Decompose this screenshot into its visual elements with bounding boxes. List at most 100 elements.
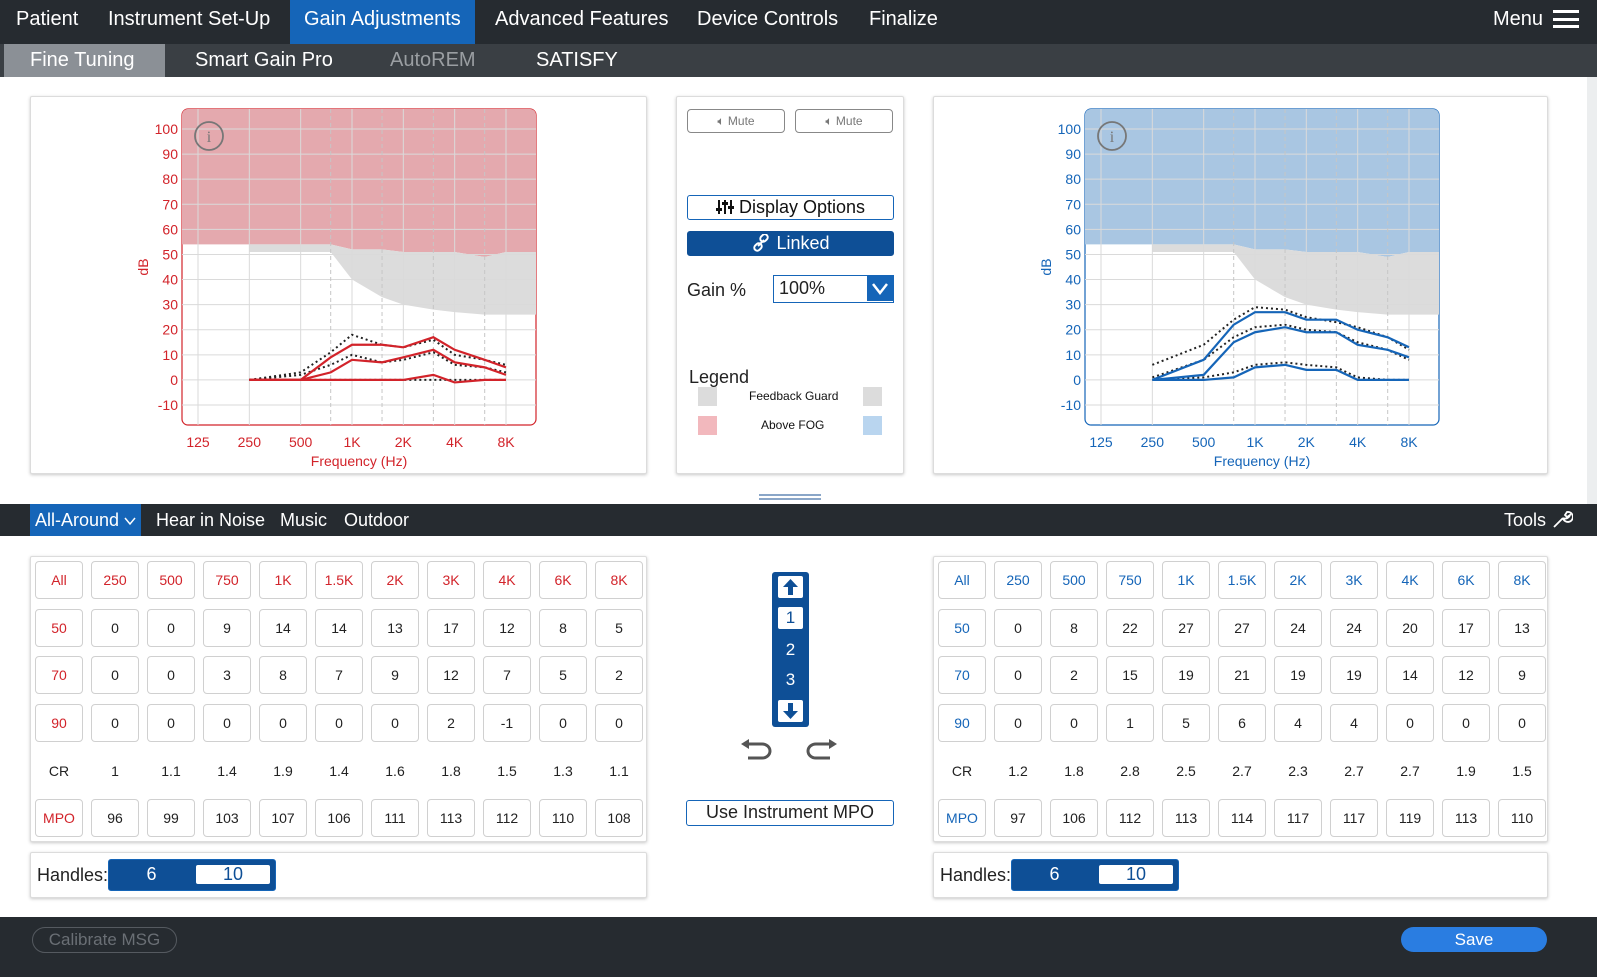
gain-cell[interactable]: 106 bbox=[1050, 799, 1098, 837]
mute-left-button[interactable]: 🔈︎ Mute bbox=[687, 109, 785, 133]
gain-cell[interactable]: 113 bbox=[427, 799, 475, 837]
gain-cell[interactable]: 0 bbox=[91, 609, 139, 647]
gain-cell[interactable]: -1 bbox=[483, 704, 531, 742]
gain-cell[interactable]: 17 bbox=[1442, 609, 1490, 647]
freq-header-1.5k[interactable]: 1.5K bbox=[1218, 561, 1266, 599]
gain-cell[interactable]: 19 bbox=[1274, 656, 1322, 694]
gain-cell[interactable]: 114 bbox=[1218, 799, 1266, 837]
gain-cell[interactable]: 4 bbox=[1274, 704, 1322, 742]
gain-cell[interactable]: 112 bbox=[483, 799, 531, 837]
handles-option-10[interactable]: 10 bbox=[1099, 865, 1173, 884]
program-hear-in-noise[interactable]: Hear in Noise bbox=[156, 510, 266, 530]
gain-cell[interactable]: 13 bbox=[1498, 609, 1546, 647]
gain-cell[interactable]: 12 bbox=[1442, 656, 1490, 694]
gain-cell[interactable]: 3 bbox=[203, 656, 251, 694]
tab-patient[interactable]: Patient bbox=[16, 8, 79, 30]
row-header-90[interactable]: 90 bbox=[35, 704, 83, 742]
gain-cell[interactable]: 6 bbox=[1218, 704, 1266, 742]
freq-header-8k[interactable]: 8K bbox=[1498, 561, 1546, 599]
gain-cell[interactable]: 1 bbox=[1106, 704, 1154, 742]
menu-button[interactable]: Menu bbox=[1493, 0, 1579, 40]
gain-cell[interactable]: 117 bbox=[1274, 799, 1322, 837]
freq-header-4k[interactable]: 4K bbox=[483, 561, 531, 599]
tab-gain-adjustments[interactable]: Gain Adjustments bbox=[290, 0, 475, 44]
gain-cell[interactable]: 0 bbox=[91, 704, 139, 742]
gain-cell[interactable]: 0 bbox=[1386, 704, 1434, 742]
gain-cell[interactable]: 0 bbox=[371, 704, 419, 742]
gain-cell[interactable]: 4 bbox=[1330, 704, 1378, 742]
gain-cell[interactable]: 0 bbox=[315, 704, 363, 742]
gain-cell[interactable]: 111 bbox=[371, 799, 419, 837]
gain-cell[interactable]: 0 bbox=[259, 704, 307, 742]
gain-cell[interactable]: 19 bbox=[1330, 656, 1378, 694]
info-icon[interactable] bbox=[1097, 121, 1127, 151]
gain-percent-select[interactable]: 100% bbox=[773, 275, 894, 303]
gain-cell[interactable]: 103 bbox=[203, 799, 251, 837]
gain-cell[interactable]: 22 bbox=[1106, 609, 1154, 647]
row-header-70[interactable]: 70 bbox=[35, 656, 83, 694]
tab-advanced-features[interactable]: Advanced Features bbox=[495, 8, 669, 30]
gain-cell[interactable]: 0 bbox=[203, 704, 251, 742]
gain-cell[interactable]: 119 bbox=[1386, 799, 1434, 837]
freq-header-500[interactable]: 500 bbox=[1050, 561, 1098, 599]
gain-cell[interactable]: 2 bbox=[1050, 656, 1098, 694]
memory-item-2[interactable]: 2 bbox=[785, 640, 796, 659]
gain-cell[interactable]: 110 bbox=[1498, 799, 1546, 837]
gain-cell[interactable]: 110 bbox=[539, 799, 587, 837]
gain-cell[interactable]: 2 bbox=[427, 704, 475, 742]
memory-item-3[interactable]: 3 bbox=[785, 670, 796, 689]
row-header-50[interactable]: 50 bbox=[35, 609, 83, 647]
freq-header-3k[interactable]: 3K bbox=[1330, 561, 1378, 599]
gain-cell[interactable]: 97 bbox=[994, 799, 1042, 837]
gain-cell[interactable]: 0 bbox=[994, 704, 1042, 742]
gain-cell[interactable]: 12 bbox=[483, 609, 531, 647]
gain-cell[interactable]: 5 bbox=[595, 609, 643, 647]
save-button[interactable]: Save bbox=[1401, 927, 1547, 952]
gain-cell[interactable]: 14 bbox=[259, 609, 307, 647]
linked-toggle[interactable]: Linked bbox=[687, 231, 894, 256]
gain-cell[interactable]: 7 bbox=[315, 656, 363, 694]
gain-cell[interactable]: 113 bbox=[1162, 799, 1210, 837]
gain-cell[interactable]: 24 bbox=[1274, 609, 1322, 647]
freq-header-750[interactable]: 750 bbox=[203, 561, 251, 599]
gain-cell[interactable]: 5 bbox=[539, 656, 587, 694]
gain-cell[interactable]: 27 bbox=[1162, 609, 1210, 647]
program-music[interactable]: Music bbox=[280, 510, 328, 530]
gain-cell[interactable]: 0 bbox=[147, 656, 195, 694]
freq-header-all[interactable]: All bbox=[938, 561, 986, 599]
gain-cell[interactable]: 15 bbox=[1106, 656, 1154, 694]
gain-cell[interactable]: 2 bbox=[595, 656, 643, 694]
memory-item-1[interactable]: 1 bbox=[778, 607, 803, 629]
program-outdoor[interactable]: Outdoor bbox=[344, 510, 410, 530]
mute-right-button[interactable]: 🔈︎ Mute bbox=[795, 109, 893, 133]
handles-option-6[interactable]: 6 bbox=[146, 864, 157, 884]
gain-cell[interactable]: 9 bbox=[371, 656, 419, 694]
tab-instrument-setup[interactable]: Instrument Set-Up bbox=[108, 8, 271, 30]
row-header-50[interactable]: 50 bbox=[938, 609, 986, 647]
gain-cell[interactable]: 9 bbox=[1498, 656, 1546, 694]
freq-header-4k[interactable]: 4K bbox=[1386, 561, 1434, 599]
freq-header-2k[interactable]: 2K bbox=[371, 561, 419, 599]
tools-button[interactable]: Tools bbox=[1504, 504, 1574, 536]
freq-header-3k[interactable]: 3K bbox=[427, 561, 475, 599]
freq-header-250[interactable]: 250 bbox=[91, 561, 139, 599]
gain-cell[interactable]: 113 bbox=[1442, 799, 1490, 837]
gain-cell[interactable]: 0 bbox=[147, 704, 195, 742]
gain-cell[interactable]: 12 bbox=[427, 656, 475, 694]
subtab-fine-tuning[interactable]: Fine Tuning bbox=[4, 44, 165, 77]
gain-cell[interactable]: 13 bbox=[371, 609, 419, 647]
gain-cell[interactable]: 96 bbox=[91, 799, 139, 837]
gain-cell[interactable]: 0 bbox=[994, 656, 1042, 694]
use-instrument-mpo-button[interactable]: Use Instrument MPO bbox=[686, 800, 894, 826]
gain-cell[interactable]: 8 bbox=[539, 609, 587, 647]
display-options-button[interactable]: Display Options bbox=[687, 195, 894, 220]
gain-curve-2[interactable] bbox=[249, 348, 507, 382]
arrow-down-icon[interactable] bbox=[778, 700, 803, 722]
gain-cell[interactable]: 14 bbox=[1386, 656, 1434, 694]
gain-cell[interactable]: 5 bbox=[1162, 704, 1210, 742]
handles-segmented-control[interactable]: 6 10 bbox=[1011, 859, 1179, 891]
gain-cell[interactable]: 0 bbox=[994, 609, 1042, 647]
subtab-smart-gain-pro[interactable]: Smart Gain Pro bbox=[195, 49, 333, 71]
gain-cell[interactable]: 0 bbox=[1498, 704, 1546, 742]
